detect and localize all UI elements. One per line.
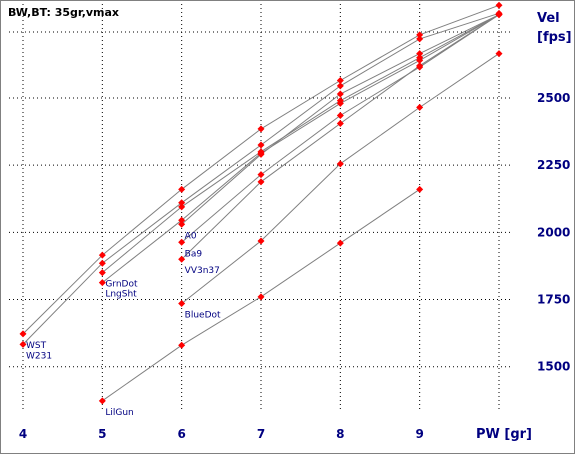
data-point (416, 103, 424, 111)
grid (9, 4, 511, 409)
series-label: LngSht (105, 290, 137, 300)
data-point (416, 35, 424, 43)
series-label: Ba9 (185, 249, 203, 259)
tick-labels: 4 5 6 7 8 9 1500 1750 2000 2250 2500 (19, 91, 571, 441)
data-point (336, 111, 344, 119)
series-label: A0 (185, 231, 197, 241)
data-point (178, 220, 186, 228)
data-point (19, 330, 27, 338)
data-point (178, 238, 186, 246)
y-tick-label: 1500 (537, 360, 570, 374)
data-point (495, 50, 503, 58)
data-point (336, 239, 344, 247)
y-tick-label: 2250 (537, 158, 570, 172)
data-point (257, 150, 265, 158)
series-markers (19, 1, 503, 405)
x-axis-title: PW [gr] (476, 427, 532, 442)
data-point (178, 300, 186, 308)
data-point (416, 50, 424, 58)
data-point (336, 160, 344, 168)
data-point (257, 178, 265, 186)
data-point (257, 125, 265, 133)
x-tick-label: 8 (336, 427, 344, 441)
data-point (19, 340, 27, 348)
series-label: BlueDot (185, 311, 221, 321)
data-point (178, 185, 186, 193)
data-point (416, 62, 424, 70)
x-tick-label: 9 (415, 427, 423, 441)
data-point (336, 90, 344, 98)
data-point (98, 259, 106, 267)
data-point (336, 120, 344, 128)
y-tick-label: 2500 (537, 91, 570, 105)
data-point (98, 397, 106, 405)
data-point (178, 341, 186, 349)
x-tick-label: 4 (19, 427, 27, 441)
data-point (416, 31, 424, 39)
series-line (101, 14, 500, 283)
data-point (257, 141, 265, 149)
data-point (336, 77, 344, 85)
series-label: GrnDot (105, 280, 138, 290)
y-axis-unit: [fps] (537, 30, 572, 45)
data-point (98, 269, 106, 277)
data-point (257, 293, 265, 301)
data-point (98, 279, 106, 287)
series-label: WST (26, 341, 47, 351)
series-label: LilGun (105, 408, 133, 418)
series-line (101, 14, 500, 273)
data-point (336, 99, 344, 107)
data-point (495, 11, 503, 19)
series-label: VV3n37 (185, 266, 220, 276)
data-point (336, 82, 344, 90)
chart-title: BW,BT: 35gr,vmax (8, 6, 119, 19)
data-point (416, 56, 424, 64)
y-tick-label: 1750 (537, 293, 570, 307)
data-point (257, 237, 265, 245)
x-tick-label: 6 (177, 427, 185, 441)
data-point (178, 203, 186, 211)
x-tick-label: 5 (98, 427, 106, 441)
y-tick-label: 2000 (537, 225, 570, 239)
data-point (98, 251, 106, 259)
data-point (178, 216, 186, 224)
data-point (257, 171, 265, 179)
series-label: W231 (26, 351, 52, 361)
data-point (416, 185, 424, 193)
x-tick-label: 7 (257, 427, 265, 441)
data-point (178, 199, 186, 207)
data-point (178, 255, 186, 263)
y-axis-title: Vel (537, 11, 560, 26)
data-point (495, 1, 503, 9)
